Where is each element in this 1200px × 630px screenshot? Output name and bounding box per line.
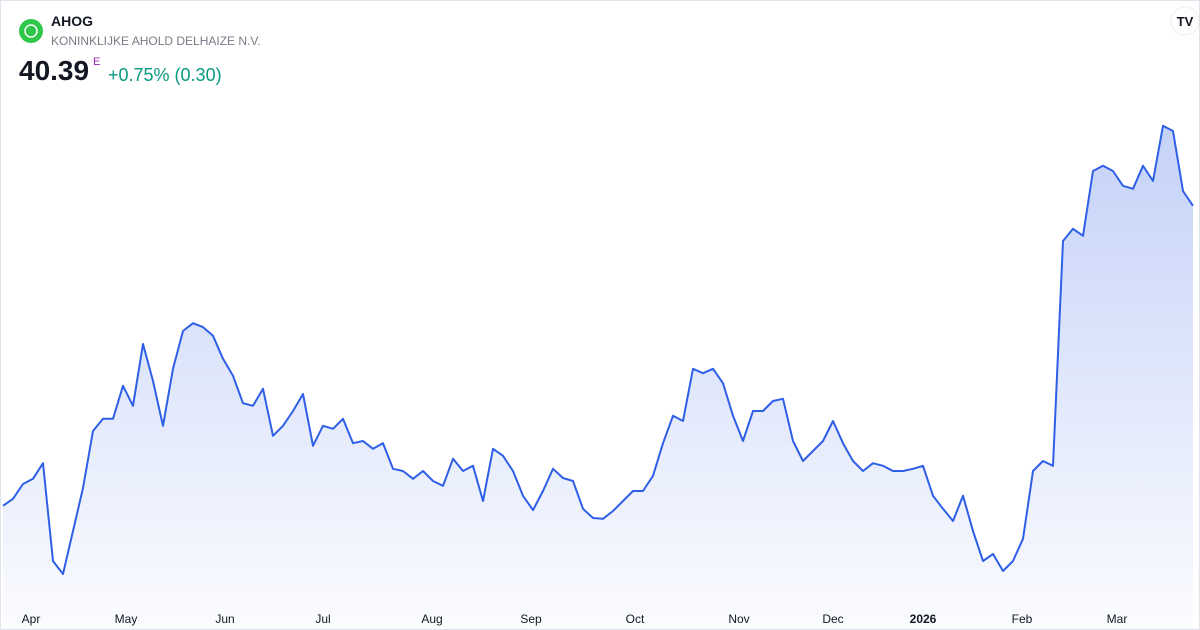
x-tick-label: Feb — [1012, 612, 1033, 626]
x-tick-label: Sep — [520, 612, 542, 626]
x-tick-label: 2026 — [910, 612, 937, 626]
logo — [19, 19, 43, 43]
x-tick-label: Oct — [626, 612, 645, 626]
symbol: AHOG — [51, 13, 93, 29]
x-tick-label: Aug — [421, 612, 442, 626]
price-flag: E — [93, 56, 101, 68]
x-tick-label: Apr — [22, 612, 41, 626]
company-name: KONINKLIJKE AHOLD DELHAIZE N.V. — [51, 34, 261, 48]
x-tick-label: Dec — [822, 612, 843, 626]
x-tick-label: May — [115, 612, 138, 626]
last-price: 40.39 — [19, 55, 90, 86]
tv-badge[interactable]: TV — [1170, 6, 1199, 36]
price-change: +0.75% (0.30) — [108, 65, 222, 85]
price-line — [2, 124, 1194, 575]
svg-text:TV: TV — [1177, 14, 1194, 29]
x-tick-label: Nov — [728, 612, 749, 626]
x-tick-label: Jul — [315, 612, 330, 626]
area-fill — [3, 125, 1193, 629]
x-tick-label: Mar — [1107, 612, 1128, 626]
x-tick-label: Jun — [215, 612, 234, 626]
logo-mark — [24, 24, 38, 38]
